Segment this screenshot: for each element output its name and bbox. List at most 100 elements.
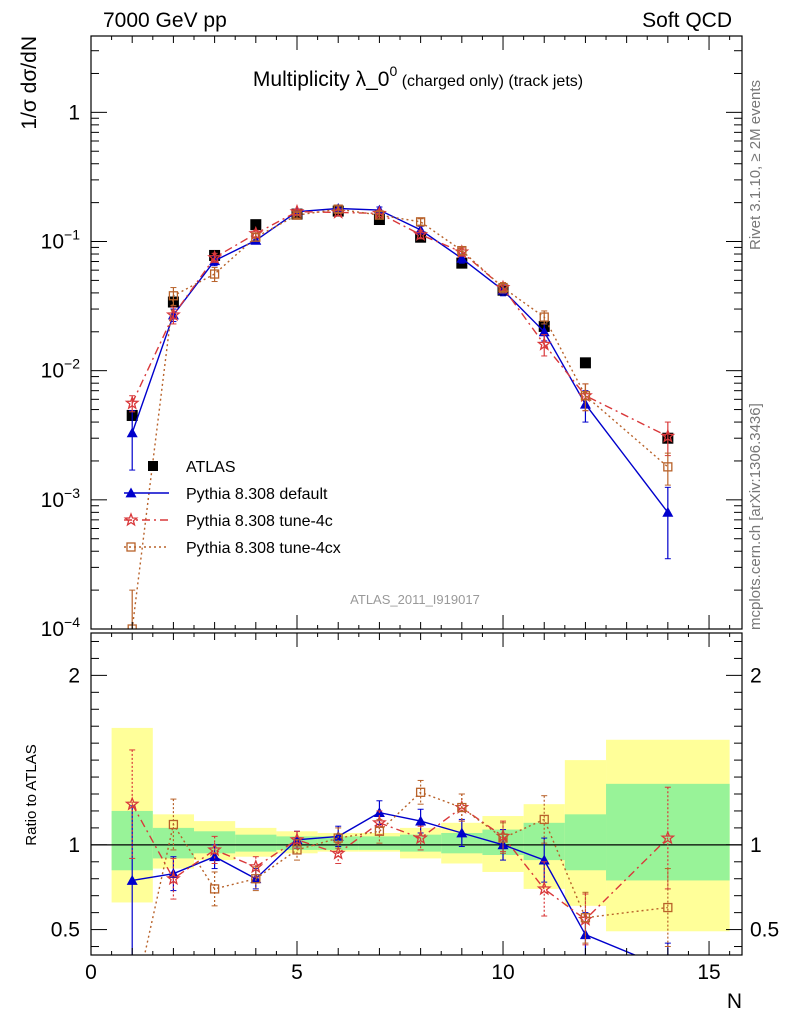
pythia-8-308-tune-4cx-ratio-point [663,902,673,913]
ratio-y-axis-label: Ratio to ATLAS [23,744,40,845]
pythia-8-308-default-point [538,326,550,337]
ratio-y-tick-label-right: 0.5 [750,919,779,942]
plot-title-suffix: (charged only) (track jets) [397,73,583,90]
header-left-label: 7000 GeV pp [103,9,227,32]
pythia-8-308-tune-4c-ratio-point [248,859,264,874]
plot-title: Multiplicity λ_00 (charged only) (track … [253,63,583,91]
y-tick-label-base: 10 [41,618,64,641]
y-tick-label-exponent: −3 [64,485,80,501]
pythia-8-308-tune-4cx-point [415,217,426,227]
legend-marker [123,512,139,527]
y-tick-label: 10−2 [41,356,81,383]
x-axis-label: N [727,990,742,1013]
x-tick-label: 5 [291,961,303,984]
pythia-8-308-tune-4cx-line [131,208,669,629]
pythia-8-308-tune-4cx-point [498,282,508,293]
pythia-8-308-tune-4cx-ratio-point [580,913,591,923]
pythia-8-308-tune-4c-ratio-point [330,845,346,860]
legend-marker [148,461,158,471]
pythia-8-308-tune-4c-point [413,226,429,241]
legend-label: Pythia 8.308 tune-4c [186,513,333,530]
x-tick-label: 15 [697,961,720,984]
pythia-8-308-tune-4cx-ratio-point [457,802,467,813]
ratio-y-tick-label-left: 0.5 [51,919,80,942]
y-tick-label-base: 10 [41,231,64,254]
y-axis-label: 1/σ dσ/dN [18,36,41,130]
pythia-8-308-tune-4cx-point [251,232,261,242]
header-right-label: Soft QCD [642,9,732,32]
ratio-y-tick-label-left: 2 [68,664,80,687]
pythia-8-308-tune-4c-point [660,428,676,443]
pythia-8-308-tune-4c-ratio-point [536,881,552,896]
series-atlas [126,205,674,444]
pythia-8-308-tune-4c-point [207,249,223,264]
pythia-8-308-tune-4c-ratio-point [413,830,429,845]
main-plot-frame [90,35,743,630]
atlas-point [579,357,591,369]
pythia-8-308-tune-4cx-ratio-point [168,819,179,830]
uncertainty-band-inner [564,814,607,871]
ratio-series-pythia-8-308-tune-4cx [128,779,673,1015]
pythia-8-308-tune-4cx-ratio-point [292,845,302,855]
pythia-8-308-tune-4cx-ratio-point [374,826,385,836]
pythia-8-308-tune-4cx-point [333,204,343,214]
y-tick-label-exponent: −4 [64,614,80,630]
legend-marker [126,542,136,552]
pythia-8-308-default-point [126,427,138,438]
legend: ATLAS Pythia 8.308 default Pythia 8.308 tu… [123,459,341,557]
pythia-8-308-tune-4c-point [536,336,552,351]
pythia-8-308-tune-4c-point [165,307,181,322]
pythia-8-308-tune-4c-point [124,395,140,410]
y-tick-label: 1 [68,101,80,124]
pythia-8-308-tune-4c-ratio-point [660,830,676,845]
mcplots-reference-label: mcplots.cern.ch [arXiv:1306.3436] [747,403,764,630]
legend-entry-atlas: ATLAS [148,459,236,476]
pythia-8-308-tune-4cx-ratio-line [143,791,668,955]
analysis-id-watermark: ATLAS_2011_I919017 [350,592,480,607]
pythia-8-308-tune-4cx-ratio-point [415,787,426,797]
pythia-8-308-tune-4cx-ratio-point [498,833,508,843]
atlas-point [250,219,262,231]
pythia-8-308-tune-4cx-point [580,391,591,401]
pythia-8-308-tune-4c-ratio-point [207,842,223,857]
pythia-8-308-default-ratio-point [126,874,138,885]
pythia-8-308-default-ratio-point [662,963,673,973]
plot-title-main: Multiplicity λ_0 [253,68,390,91]
x-tick-label: 10 [491,961,514,984]
legend-label: Pythia 8.308 tune-4cx [186,540,341,557]
y-tick-label-base: 10 [41,360,64,383]
pythia-8-308-tune-4cx-point [663,462,673,472]
y-tick-label-base: 10 [41,489,64,512]
pythia-8-308-tune-4cx-ratio-point [539,814,549,825]
pythia-8-308-tune-4cx-point [292,210,302,220]
series-pythia-8-308-tune-4c [124,203,676,457]
pythia-8-308-tune-4cx-ratio-point [128,1007,136,1015]
legend-entry-pythia-8-308-tune-4c: Pythia 8.308 tune-4c [123,512,333,530]
legend-entry-pythia-8-308-tune-4cx: Pythia 8.308 tune-4cx [124,540,341,557]
pythia-8-308-tune-4cx-point [209,269,220,279]
pythia-8-308-tune-4cx-point [374,210,385,220]
plot-title-superscript: 0 [389,63,397,79]
ratio-y-tick-label-left: 1 [68,834,80,857]
pythia-8-308-tune-4c-ratio-point [165,870,181,886]
ratio-y-tick-label-right: 1 [750,834,762,857]
y-tick-label-exponent: −2 [64,356,80,372]
legend-label: Pythia 8.308 default [186,486,328,503]
legend-entry-pythia-8-308-default: Pythia 8.308 default [124,486,328,503]
rivet-version-label: Rivet 3.1.10, ≥ 2M events [747,80,764,250]
x-tick-label: 0 [85,961,97,984]
pythia-8-308-tune-4cx-ratio-point [333,833,343,843]
pythia-8-308-default-point [456,252,468,263]
pythia-8-308-default-ratio-point [209,851,221,862]
y-tick-label: 10−3 [41,485,81,512]
pythia-8-308-tune-4cx-point [539,312,549,322]
pythia-8-308-tune-4cx-point [168,291,179,301]
legend-label: ATLAS [186,459,236,476]
y-tick-label-exponent: −1 [64,227,80,243]
pythia-8-308-tune-4c-ratio-point [124,796,140,811]
ratio-y-tick-label-right: 2 [750,664,762,687]
pythia-8-308-tune-4c-ratio-point [289,831,305,847]
pythia-8-308-tune-4cx-ratio-point [209,884,220,894]
ratio-plot-panel: 0 5 10 15 0.5 0.5 1 1 2 2 Ratio to ATLAS N [23,632,779,1015]
